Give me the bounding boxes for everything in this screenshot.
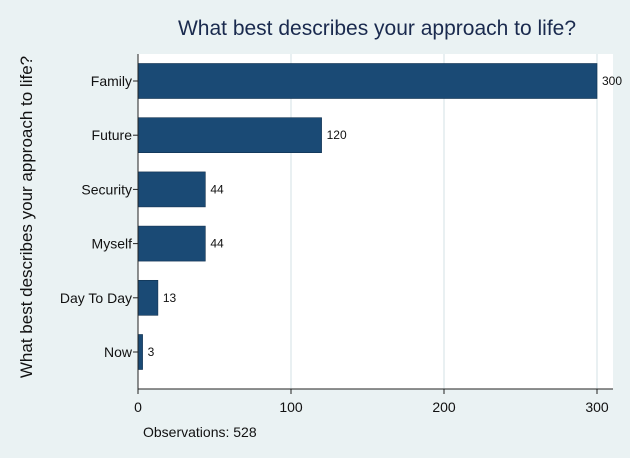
data-label-security: 44 (210, 182, 224, 196)
category-label-family: Family (91, 73, 132, 89)
category-labels: Family Future Security Myself Day To Day Now (60, 73, 138, 360)
bars (137, 63, 598, 370)
x-tick-label-200: 200 (432, 399, 456, 415)
bar-now (137, 334, 143, 370)
observations-note: Observations: 528 (143, 424, 257, 440)
chart-title: What best describes your approach to lif… (178, 17, 576, 40)
data-labels: 300 120 44 44 13 3 (148, 74, 623, 359)
data-label-day-to-day: 13 (163, 291, 177, 305)
bar-future (137, 117, 322, 153)
x-tick-label-0: 0 (134, 399, 142, 415)
data-label-future: 120 (327, 128, 347, 142)
grid-lines (290, 54, 598, 389)
x-tick-label-300: 300 (585, 399, 609, 415)
data-label-family: 300 (602, 74, 622, 88)
bar-security (137, 171, 206, 208)
data-label-now: 3 (148, 345, 155, 359)
category-label-now: Now (104, 344, 133, 360)
plot-area (138, 54, 613, 389)
category-label-future: Future (92, 127, 133, 143)
data-label-myself: 44 (210, 237, 224, 251)
category-label-security: Security (81, 181, 132, 197)
bar-family (137, 63, 598, 99)
y-axis-label: What best describes your approach to lif… (17, 56, 36, 378)
x-axis: 0 100 200 300 (134, 54, 613, 415)
x-tick-label-100: 100 (279, 399, 303, 415)
bar-myself (137, 225, 206, 262)
category-label-myself: Myself (92, 236, 133, 252)
category-label-day-to-day: Day To Day (60, 290, 132, 306)
bar-day-to-day (137, 279, 159, 316)
